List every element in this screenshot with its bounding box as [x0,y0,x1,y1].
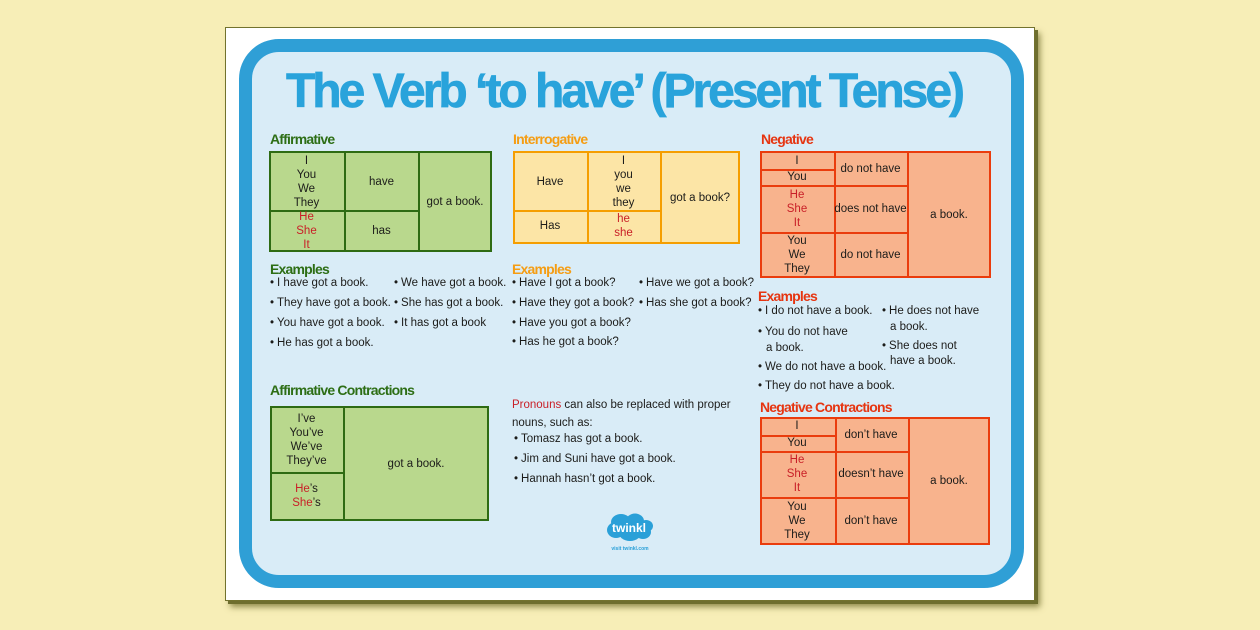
svg-text:visit twinkl.com: visit twinkl.com [611,546,649,552]
svg-text:twinkl: twinkl [612,521,646,535]
